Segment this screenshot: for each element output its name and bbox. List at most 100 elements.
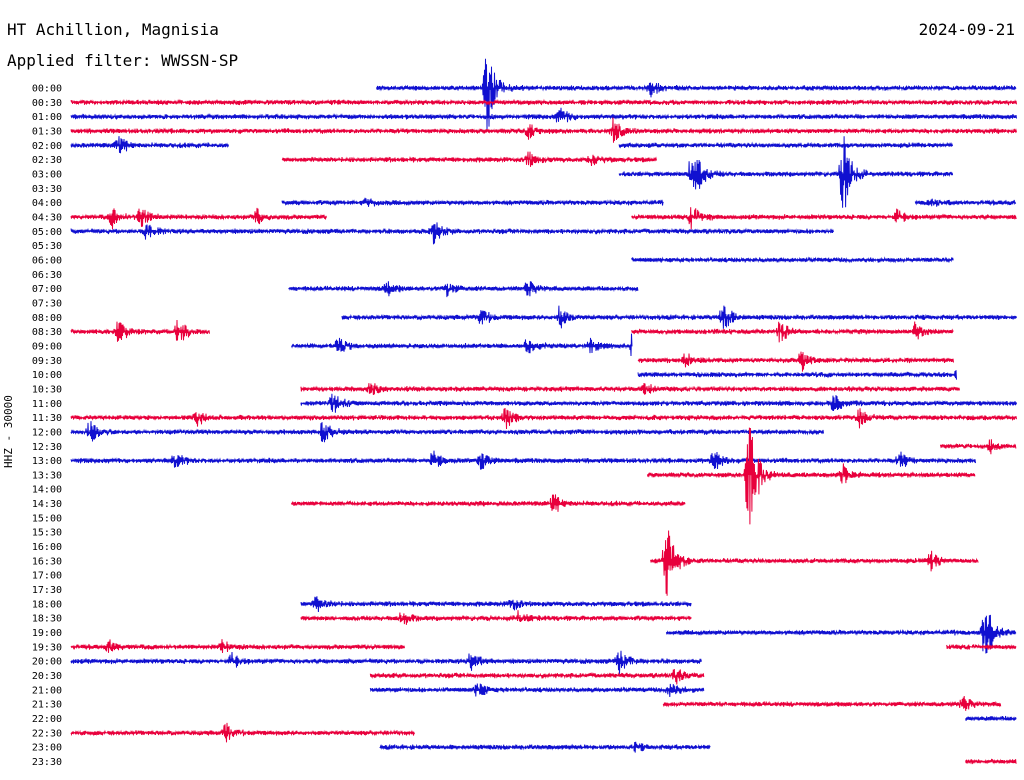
trace-segment (291, 333, 633, 357)
trace-segment (965, 758, 1017, 765)
trace-row-1000 (637, 370, 957, 380)
trace-row-0830 (70, 319, 954, 343)
trace-segment (914, 198, 1017, 207)
trace-segment (70, 421, 824, 443)
row-label-1530: 15:30 (32, 528, 62, 539)
row-label-1830: 18:30 (32, 614, 62, 625)
row-label-1230: 12:30 (32, 442, 62, 453)
row-label-1900: 19:00 (32, 628, 62, 639)
trace-row-0600 (631, 256, 954, 264)
row-label-0930: 09:30 (32, 356, 62, 367)
row-label-1430: 14:30 (32, 499, 62, 510)
trace-segment (300, 596, 692, 613)
row-label-0400: 04:00 (32, 198, 62, 209)
row-label-1400: 14:00 (32, 485, 62, 496)
row-label-1700: 17:00 (32, 571, 62, 582)
trace-segment (631, 207, 1017, 230)
trace-row-0800 (341, 305, 1017, 329)
row-label-2100: 21:00 (32, 685, 62, 696)
trace-row-1330 (646, 427, 976, 525)
date-label: 2024-09-21 (918, 20, 1015, 39)
trace-row-0100 (70, 107, 1017, 123)
trace-row-1830 (300, 610, 692, 625)
row-label-1630: 16:30 (32, 556, 62, 567)
trace-segment (369, 683, 705, 698)
row-label-1330: 13:30 (32, 470, 62, 481)
row-label-0630: 06:30 (32, 270, 62, 281)
trace-segment (650, 530, 979, 596)
trace-row-0900 (291, 333, 633, 357)
row-label-2330: 23:30 (32, 757, 62, 768)
trace-row-1900 (665, 614, 1017, 654)
trace-row-0400 (281, 197, 1017, 207)
trace-row-1300 (70, 450, 976, 470)
trace-row-0930 (637, 351, 954, 372)
row-label-1030: 10:30 (32, 384, 62, 395)
row-label-0600: 06:00 (32, 255, 62, 266)
row-label-0330: 03:30 (32, 184, 62, 195)
trace-segment (369, 668, 705, 685)
row-label-1730: 17:30 (32, 585, 62, 596)
trace-row-1630 (650, 530, 979, 596)
trace-segment (300, 610, 692, 625)
row-label-1500: 15:00 (32, 513, 62, 524)
row-label-1930: 19:30 (32, 642, 62, 653)
trace-segment (300, 382, 960, 396)
trace-row-1430 (291, 494, 686, 512)
trace-segment (70, 222, 834, 245)
trace-segment (618, 141, 954, 149)
trace-segment (281, 197, 664, 207)
trace-row-0700 (288, 281, 639, 298)
trace-row-1130 (70, 407, 1017, 430)
row-label-2000: 20:00 (32, 657, 62, 668)
trace-segment (662, 695, 1002, 711)
row-label-1100: 11:00 (32, 399, 62, 410)
trace-segment (618, 136, 954, 208)
trace-row-2330 (965, 758, 1017, 765)
trace-segment (70, 117, 1017, 143)
trace-row-2300 (379, 741, 711, 753)
trace-segment (631, 256, 954, 264)
trace-segment (70, 98, 1017, 107)
trace-segment (637, 351, 954, 372)
trace-row-2030 (369, 668, 705, 685)
row-label-0000: 00:00 (32, 84, 62, 95)
trace-row-2230 (70, 722, 415, 743)
row-label-1000: 10:00 (32, 370, 62, 381)
trace-segment (70, 207, 327, 230)
station-title: HT Achillion, Magnisia (7, 20, 219, 39)
row-label-2130: 21:30 (32, 700, 62, 711)
trace-segment (637, 370, 957, 380)
row-label-0300: 03:00 (32, 169, 62, 180)
trace-segment (965, 715, 1017, 722)
row-label-0800: 08:00 (32, 313, 62, 324)
row-label-0530: 05:30 (32, 241, 62, 252)
trace-row-1800 (300, 596, 692, 613)
trace-segment (70, 450, 976, 470)
trace-segment (646, 427, 976, 525)
row-label-0830: 08:30 (32, 327, 62, 338)
trace-segment (946, 643, 1017, 651)
seismic-traces (70, 58, 1017, 765)
trace-segment (70, 107, 1017, 123)
trace-row-0230 (281, 151, 657, 167)
row-label-0900: 09:00 (32, 341, 62, 352)
row-label-1130: 11:30 (32, 413, 62, 424)
row-label-0700: 07:00 (32, 284, 62, 295)
row-tick-labels: 00:00 00:30 01:00 01:30 02:00 02:30 03:00 03:30… (32, 84, 62, 769)
trace-segment (939, 439, 1017, 455)
row-label-0730: 07:30 (32, 298, 62, 309)
trace-row-2200 (965, 715, 1017, 722)
row-label-2300: 23:00 (32, 743, 62, 754)
row-label-0030: 00:30 (32, 98, 62, 109)
row-label-0130: 01:30 (32, 126, 62, 137)
trace-row-0200 (70, 136, 954, 154)
trace-row-1100 (300, 393, 1017, 413)
trace-segment (70, 722, 415, 743)
row-label-1800: 18:00 (32, 599, 62, 610)
trace-segment (288, 281, 639, 298)
trace-row-0130 (70, 117, 1017, 143)
trace-row-2000 (70, 650, 702, 674)
row-label-0200: 02:00 (32, 141, 62, 152)
trace-row-1230 (939, 439, 1017, 455)
